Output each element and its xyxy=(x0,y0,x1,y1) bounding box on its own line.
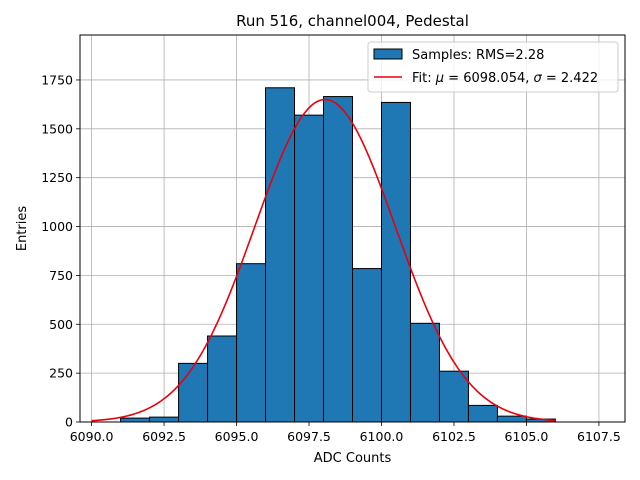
y-tick-label: 750 xyxy=(49,268,73,283)
y-tick-label: 500 xyxy=(49,317,73,332)
y-tick-label: 1500 xyxy=(41,121,73,136)
fit-curve-layer xyxy=(91,98,556,422)
legend-label-samples: Samples: RMS=2.28 xyxy=(412,48,544,63)
y-tick-label: 1250 xyxy=(41,170,73,185)
y-tick-label: 250 xyxy=(49,366,73,381)
histogram-bar xyxy=(178,362,209,423)
histogram-bars xyxy=(120,87,556,423)
legend-label-fit: Fit: μ = 6098.054, σ = 2.422 xyxy=(412,71,598,86)
chart-title: Run 516, channel004, Pedestal xyxy=(236,12,469,30)
x-axis-label: ADC Counts xyxy=(314,451,392,466)
histogram-bar xyxy=(294,114,325,423)
x-axis-ticks: 6090.0 6092.5 6095.0 6097.5 6100.0 6102.5 6105… xyxy=(70,422,621,444)
y-tick-label: 1000 xyxy=(41,219,73,234)
fit-curve xyxy=(91,98,556,422)
x-tick-label: 6105.0 xyxy=(505,429,549,444)
histogram-bar xyxy=(323,96,354,423)
histogram-bar xyxy=(438,370,469,423)
histogram-bar xyxy=(496,415,527,423)
y-tick-label: 1750 xyxy=(41,72,73,87)
y-axis-label: Entries xyxy=(15,206,30,252)
x-tick-label: 6092.5 xyxy=(142,429,186,444)
plot-frame xyxy=(79,34,626,423)
x-tick-label: 6095.0 xyxy=(215,429,259,444)
histogram-bar xyxy=(207,335,238,423)
histogram-bar xyxy=(149,416,180,423)
y-axis-ticks: 0 250 500 750 1000 1250 1500 1750 xyxy=(41,72,80,430)
x-tick-label: 6100.0 xyxy=(360,429,404,444)
legend-swatch-samples xyxy=(373,48,403,60)
x-tick-label: 6107.5 xyxy=(577,429,621,444)
histogram-bar xyxy=(467,404,498,423)
legend-box xyxy=(367,41,619,93)
histogram-bar xyxy=(352,268,382,423)
x-tick-label: 6102.5 xyxy=(432,429,476,444)
histogram-bar xyxy=(120,417,151,423)
x-tick-label: 6090.0 xyxy=(70,429,114,444)
legend: Samples: RMS=2.28 Fit: μ = 6098.054, σ =… xyxy=(367,41,619,93)
histogram-bar xyxy=(409,322,440,423)
y-tick-label: 0 xyxy=(65,415,73,430)
histogram-bar xyxy=(380,101,411,423)
x-tick-label: 6097.5 xyxy=(287,429,331,444)
histogram-bar xyxy=(236,263,267,423)
